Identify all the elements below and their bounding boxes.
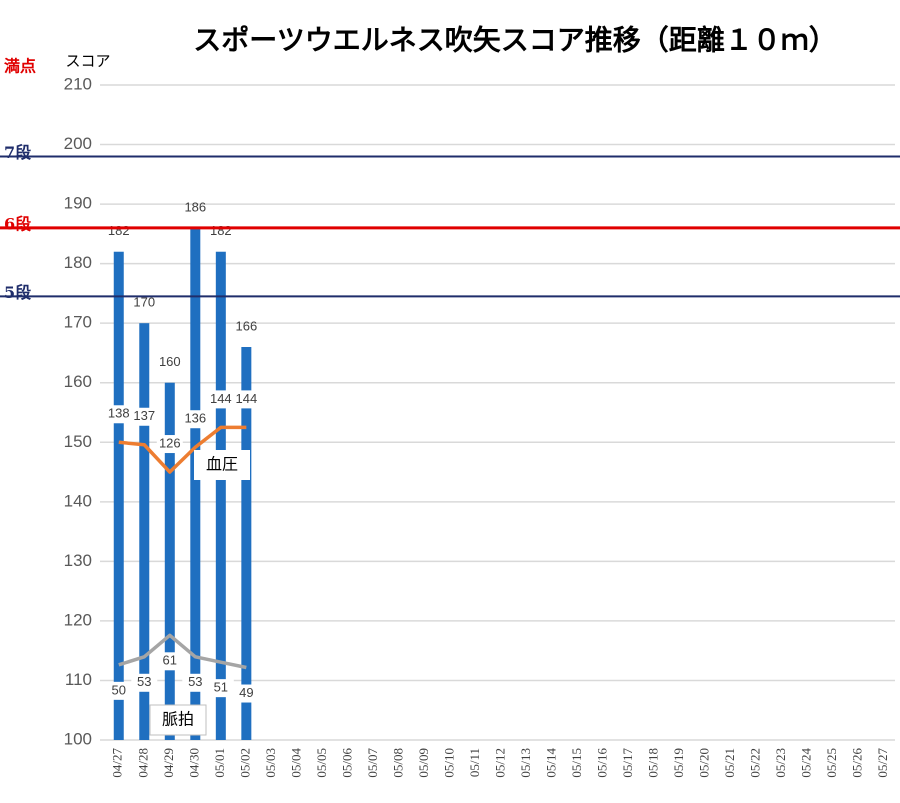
bar (215, 251, 226, 740)
x-tick-label: 05/09 (416, 748, 431, 778)
chart-title: スポーツウエルネス吹矢スコア推移（距離１０ｍ） (193, 24, 836, 57)
x-tick-label: 05/21 (722, 748, 737, 778)
x-tick-label: 04/30 (186, 748, 201, 778)
bar-value-label: 182 (210, 223, 232, 238)
x-tick-label: 05/03 (263, 748, 278, 778)
line-value-label: 137 (133, 408, 155, 423)
series-name-box (194, 450, 250, 480)
bar-value-label: 166 (235, 318, 257, 333)
x-tick-label: 05/02 (237, 748, 252, 778)
series-name: 血圧 (206, 455, 238, 474)
line-series (118, 425, 247, 474)
bar (139, 323, 150, 740)
x-tick-label: 05/11 (467, 748, 482, 777)
line-value-label: 136 (184, 411, 206, 426)
reference-label: 6段 (4, 214, 32, 233)
bar-value-label: 170 (133, 295, 155, 310)
reference-label: 満点 (4, 57, 36, 76)
y-tick-label: 100 (64, 729, 92, 748)
bar-value-label: 186 (184, 199, 206, 214)
y-tick-label: 150 (64, 432, 92, 451)
line-value-label: 53 (137, 674, 151, 689)
y-axis-label: スコア (65, 53, 110, 70)
data-label-bg (131, 673, 158, 692)
line-series (118, 633, 247, 670)
bar (164, 382, 175, 740)
x-tick-label: 05/19 (671, 748, 686, 778)
line-value-label: 144 (235, 391, 257, 406)
x-tick-label: 05/10 (441, 748, 456, 778)
series-name: 脈拍 (162, 710, 194, 729)
x-tick-label: 05/26 (850, 748, 865, 778)
data-label-bg (182, 410, 209, 429)
x-tick-label: 05/04 (288, 748, 303, 778)
x-tick-label: 05/14 (544, 748, 559, 778)
data-label-bg (156, 652, 183, 671)
bar (113, 251, 124, 740)
bar (241, 347, 252, 740)
line-value-label: 50 (112, 682, 126, 697)
x-tick-label: 05/06 (339, 748, 354, 778)
x-tick-label: 05/22 (748, 748, 763, 778)
y-tick-label: 210 (64, 74, 92, 93)
x-tick-label: 05/16 (595, 748, 610, 778)
data-label-bg (207, 390, 234, 409)
y-tick-label: 160 (64, 372, 92, 391)
line-value-label: 53 (188, 674, 202, 689)
y-tick-label: 190 (64, 194, 92, 213)
series-name-box (149, 704, 207, 736)
x-tick-label: 05/23 (773, 748, 788, 778)
line-value-label: 51 (214, 680, 228, 695)
data-label-bg (105, 405, 132, 424)
y-tick-label: 140 (64, 491, 92, 510)
data-label-bg (131, 407, 158, 426)
data-label-bg (156, 435, 183, 454)
bar (190, 227, 201, 741)
x-tick-label: 05/25 (824, 748, 839, 778)
x-tick-label: 05/15 (569, 748, 584, 778)
line-value-label: 49 (239, 685, 253, 700)
y-tick-label: 200 (64, 134, 92, 153)
x-tick-label: 05/12 (492, 748, 507, 778)
x-tick-label: 05/17 (620, 748, 635, 778)
data-label-bg (182, 673, 209, 692)
line-value-label: 126 (159, 435, 181, 450)
bar-value-label: 182 (108, 223, 130, 238)
x-tick-label: 05/27 (875, 748, 890, 778)
data-label-bg (233, 684, 260, 703)
reference-label: 5段 (4, 283, 32, 302)
x-tick-label: 04/29 (161, 748, 176, 778)
x-tick-label: 05/05 (314, 748, 329, 778)
x-tick-label: 05/24 (799, 748, 814, 778)
x-tick-label: 05/07 (365, 748, 380, 778)
x-tick-label: 05/08 (390, 748, 405, 778)
reference-label: 7段 (4, 143, 32, 162)
line-value-label: 61 (163, 653, 177, 668)
line-value-label: 138 (108, 406, 130, 421)
x-tick-label: 05/20 (697, 748, 712, 778)
x-tick-label: 04/28 (135, 748, 150, 778)
x-tick-label: 04/27 (110, 748, 125, 778)
data-label-bg (233, 390, 260, 409)
y-tick-label: 120 (64, 610, 92, 629)
x-tick-label: 05/01 (212, 748, 227, 778)
data-label-bg (207, 679, 234, 698)
y-tick-label: 130 (64, 551, 92, 570)
y-tick-label: 180 (64, 253, 92, 272)
x-tick-label: 05/13 (518, 748, 533, 778)
y-tick-label: 170 (64, 313, 92, 332)
line-value-label: 144 (210, 391, 232, 406)
y-tick-label: 110 (65, 670, 92, 689)
x-tick-label: 05/18 (646, 748, 661, 778)
bar-value-label: 160 (159, 354, 181, 369)
data-label-bg (105, 681, 132, 700)
